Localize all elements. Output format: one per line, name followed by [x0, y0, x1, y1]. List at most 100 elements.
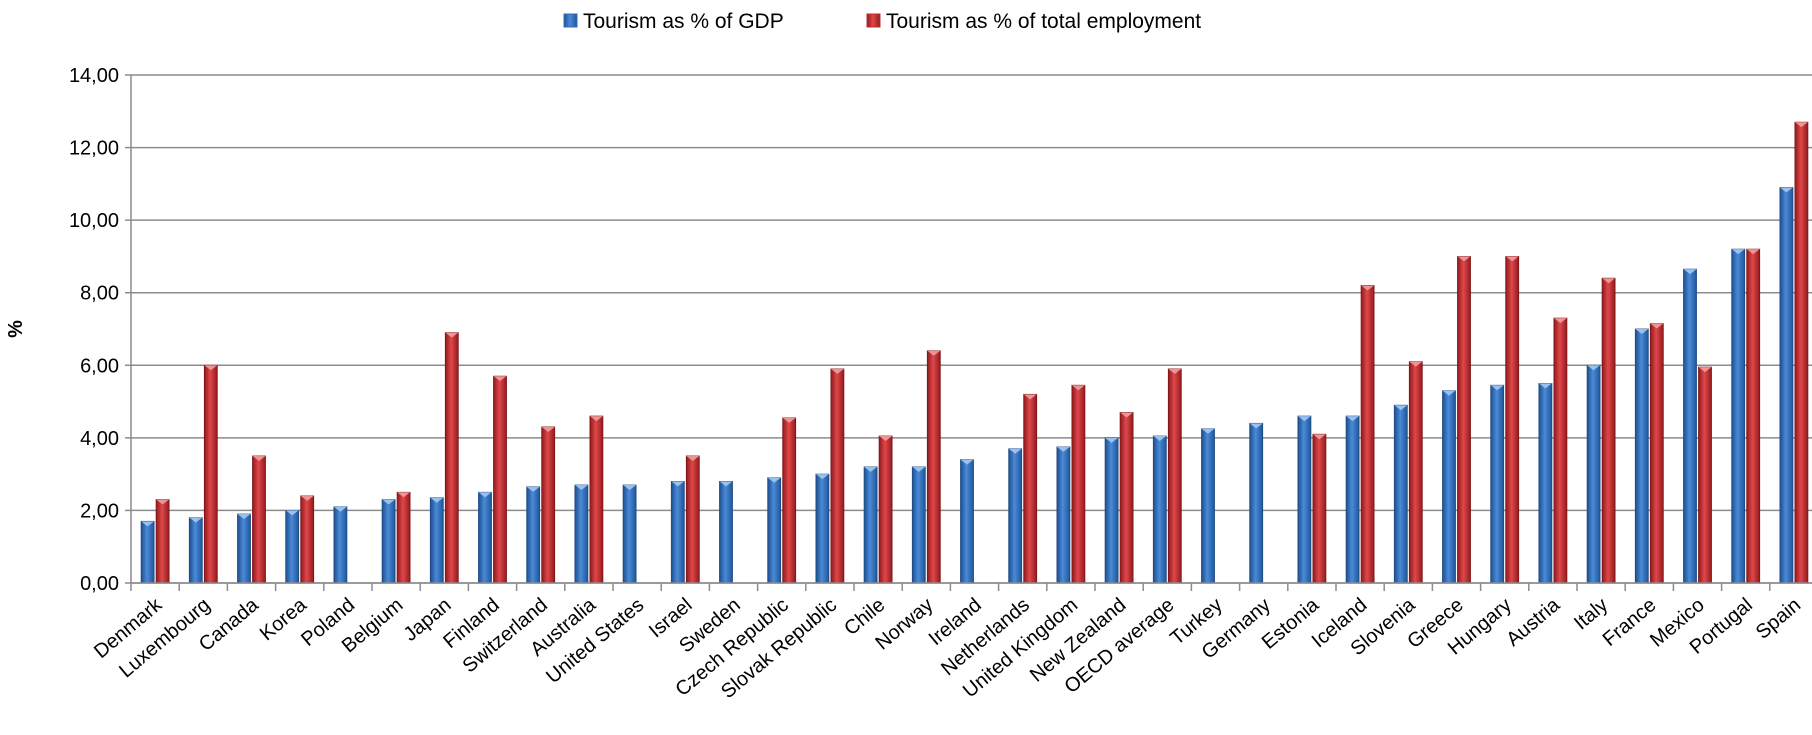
bar-cap — [189, 517, 203, 523]
bar-employment-portugal — [1746, 248, 1761, 584]
bar-gdp-france — [1634, 328, 1649, 584]
bar-employment-italy — [1601, 277, 1616, 584]
bar-gdp-belgium — [381, 499, 396, 584]
bar-cap — [1779, 187, 1793, 193]
bar-employment-belgium — [396, 491, 411, 584]
bar-cap — [623, 485, 637, 491]
bar-gdp-canada — [237, 513, 251, 584]
bar-cap — [864, 466, 878, 472]
bar-cap — [1105, 437, 1119, 443]
bar-cap — [1168, 368, 1182, 374]
bar-cap — [830, 368, 844, 374]
bar-employment-new-zealand — [1119, 412, 1134, 584]
bar-gdp-denmark — [140, 520, 155, 584]
y-axis-label: % — [5, 320, 27, 338]
bar-cap — [1008, 448, 1022, 454]
bar-cap — [252, 456, 266, 461]
bars — [140, 121, 1809, 584]
bar-cap — [719, 481, 733, 487]
bar-cap — [1346, 416, 1360, 422]
bar-cap — [430, 497, 444, 503]
bar-cap — [333, 506, 347, 512]
bar-employment-spain — [1794, 121, 1809, 584]
y-tick-label: 6,00 — [80, 355, 119, 377]
y-tick-label: 12,00 — [69, 138, 119, 160]
bar-cap — [686, 456, 700, 461]
bar-gdp-australia — [574, 484, 589, 584]
bar-employment-luxembourg — [203, 364, 218, 584]
bar-employment-mexico — [1698, 366, 1712, 584]
x-axis: DenmarkLuxembourgCanadaKoreaPolandBelgiu… — [90, 582, 1812, 703]
x-tick-label-spain: Spain — [1752, 594, 1805, 644]
bar-cap — [1361, 285, 1375, 291]
bar-cap — [1056, 446, 1070, 452]
bar-gdp-portugal — [1731, 248, 1746, 584]
bar-employment-estonia — [1312, 433, 1327, 584]
bar-cap — [493, 376, 507, 382]
bar-cap — [1312, 434, 1326, 440]
bar-gdp-hungary — [1490, 384, 1505, 584]
bar-employment-oecd-average — [1167, 368, 1182, 584]
bar-employment-israel — [685, 455, 700, 584]
bar-cap — [1698, 367, 1712, 373]
bar-cap — [526, 486, 540, 492]
bar-gdp-spain — [1779, 187, 1794, 584]
bar-cap — [767, 477, 781, 483]
bar-gdp-mexico — [1683, 268, 1697, 584]
bar-cap — [156, 499, 170, 505]
bar-employment-austria — [1553, 317, 1568, 584]
bar-cap — [589, 416, 603, 422]
legend-label-2: Tourism as % of total employment — [886, 10, 1201, 33]
bar-employment-united-kingdom — [1071, 384, 1086, 584]
bar-cap — [141, 521, 155, 527]
bar-cap — [1683, 269, 1697, 275]
bar-gdp-sweden — [719, 480, 733, 584]
x-tick-label-austria: Austria — [1502, 593, 1564, 650]
bar-cap — [1635, 329, 1649, 334]
bar-cap — [815, 474, 829, 480]
bar-cap — [1394, 405, 1408, 411]
bar-employment-denmark — [155, 499, 170, 584]
bar-gdp-austria — [1538, 383, 1553, 584]
bar-employment-france — [1649, 323, 1664, 584]
bar-gdp-new-zealand — [1104, 437, 1119, 584]
bar-cap — [478, 492, 492, 498]
bar-gdp-chile — [863, 466, 878, 584]
y-tick-label: 2,00 — [80, 500, 119, 522]
bar-cap — [1505, 256, 1519, 262]
bar-cap — [1794, 122, 1808, 128]
bar-gdp-poland — [333, 506, 348, 584]
bar-employment-slovenia — [1408, 361, 1423, 584]
bar-employment-czech-republic — [782, 417, 797, 584]
bar-cap — [397, 492, 411, 498]
bar-gdp-greece — [1442, 390, 1456, 584]
bar-employment-slovak-republic — [830, 368, 845, 584]
bar-cap — [1071, 385, 1085, 391]
legend-label-1: Tourism as % of GDP — [583, 10, 784, 33]
y-tick-label: 8,00 — [80, 283, 119, 305]
legend-swatch-1 — [563, 13, 578, 28]
bar-gdp-norway — [911, 466, 926, 584]
bar-cap — [879, 436, 893, 442]
bar-cap — [1153, 436, 1167, 442]
bar-gdp-czech-republic — [767, 477, 782, 584]
bar-employment-iceland — [1360, 285, 1375, 584]
bar-cap — [1409, 361, 1423, 367]
bar-employment-netherlands — [1023, 393, 1038, 584]
bar-gdp-oecd-average — [1152, 435, 1167, 584]
bar-cap — [574, 485, 588, 491]
bar-cap — [541, 426, 555, 432]
bar-cap — [927, 350, 941, 356]
y-tick-label: 0,00 — [80, 573, 119, 595]
bar-cap — [237, 514, 251, 520]
bar-cap — [1490, 385, 1504, 391]
gridlines — [131, 74, 1812, 584]
bar-cap — [1731, 249, 1745, 255]
bar-employment-australia — [589, 415, 604, 584]
bar-gdp-italy — [1586, 364, 1601, 584]
bar-employment-japan — [444, 332, 459, 584]
bar-cap — [1538, 383, 1552, 389]
bar-gdp-luxembourg — [188, 517, 203, 584]
bar-gdp-turkey — [1201, 428, 1215, 584]
